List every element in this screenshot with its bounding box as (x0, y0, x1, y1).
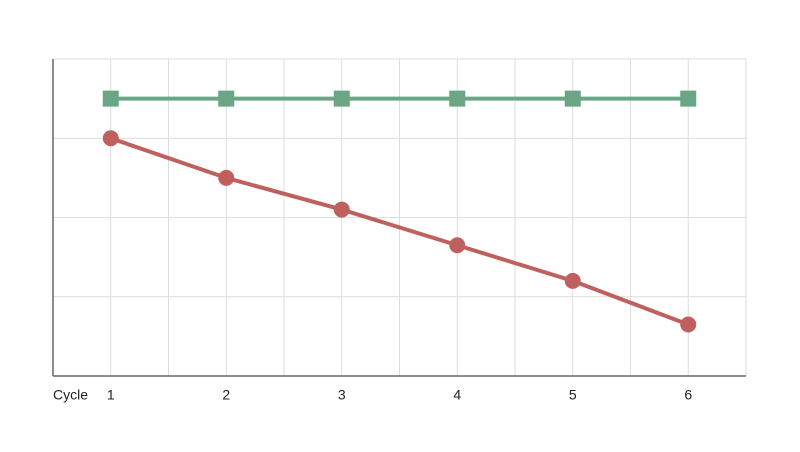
x-tick-label: 5 (569, 387, 577, 403)
x-tick-label: 3 (338, 387, 346, 403)
point-marker (564, 272, 581, 289)
point-marker (449, 90, 466, 107)
series-line (110, 136, 689, 327)
point-marker (218, 169, 235, 186)
point-marker (333, 90, 350, 107)
point-marker (102, 90, 119, 107)
x-tick-label: 6 (684, 387, 692, 403)
point-marker (564, 90, 581, 107)
x-tick-label: 1 (107, 387, 115, 403)
point-marker (218, 90, 235, 107)
point-marker (449, 237, 466, 254)
point-marker (680, 90, 697, 107)
x-tick-label: 4 (453, 387, 461, 403)
x-tick-label: 2 (222, 387, 230, 403)
point-marker (333, 201, 350, 218)
point-marker (680, 316, 697, 333)
point-marker (102, 130, 119, 147)
x-axis-label: Cycle (53, 387, 88, 403)
